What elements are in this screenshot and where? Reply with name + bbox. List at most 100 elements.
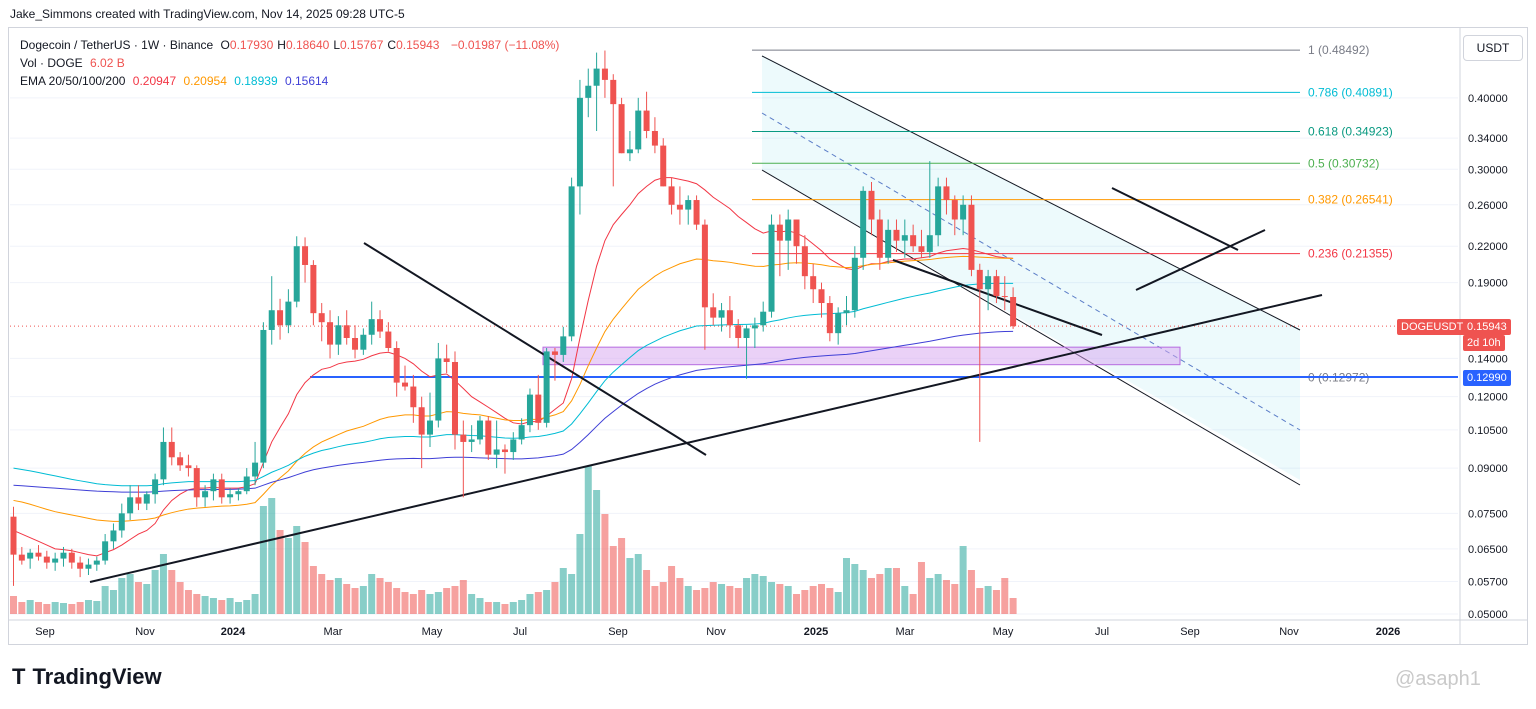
candle-body — [1010, 297, 1017, 327]
legend-ema100-value: 0.18939 — [234, 74, 278, 88]
volume-bar — [93, 601, 101, 614]
volume-bar — [509, 602, 517, 614]
candle-body — [152, 479, 159, 495]
volume-bar — [284, 538, 292, 614]
volume-bar — [576, 534, 584, 614]
volume-bar — [934, 574, 942, 614]
candle-body — [468, 439, 475, 442]
volume-bar — [159, 554, 167, 614]
candle-body — [352, 338, 359, 350]
candle-body — [368, 319, 375, 335]
candle-body — [943, 186, 950, 201]
candle-body — [60, 552, 67, 559]
candle-body — [410, 386, 417, 408]
candle-body — [643, 110, 650, 131]
candle-body — [393, 348, 400, 383]
candle-body — [935, 186, 942, 236]
fib-level-label: 1 (0.48492) — [1308, 43, 1369, 57]
volume-bar — [876, 574, 884, 614]
volume-bar — [151, 570, 159, 614]
x-tick-label: Nov — [135, 626, 155, 638]
candle-body — [285, 301, 292, 326]
candle-body — [160, 441, 167, 480]
volume-bar — [668, 566, 676, 614]
candle-body — [818, 289, 825, 304]
candle-body — [743, 328, 750, 339]
volume-bar — [926, 578, 934, 614]
candle-body — [560, 336, 567, 355]
currency-unit-button[interactable]: USDT — [1463, 35, 1523, 61]
candle-body — [535, 394, 542, 423]
candle-body — [735, 325, 742, 339]
volume-bar — [809, 586, 817, 614]
volume-bar — [34, 602, 42, 614]
y-tick-label: 0.05000 — [1468, 609, 1508, 621]
volume-bar — [384, 582, 392, 614]
y-tick-label: 0.34000 — [1468, 133, 1508, 145]
channel-lower-line — [761, 169, 1301, 486]
candle-body — [601, 68, 608, 80]
volume-bar — [709, 582, 717, 614]
y-tick-label: 0.40000 — [1468, 93, 1508, 105]
volume-bar — [559, 568, 567, 614]
volume-bar — [634, 554, 642, 614]
y-tick-label: 0.30000 — [1468, 164, 1508, 176]
candle-body — [52, 558, 59, 563]
volume-bar — [259, 506, 267, 614]
y-tick-label: 0.07500 — [1468, 508, 1508, 520]
legend-ohlc-key-o: O — [220, 38, 230, 52]
candle-body — [660, 145, 667, 187]
candle-body — [826, 303, 833, 334]
y-tick-label: 0.22000 — [1468, 241, 1508, 253]
candle-body — [618, 104, 625, 154]
volume-bar — [676, 578, 684, 614]
candle-body — [610, 79, 617, 105]
volume-bar — [334, 578, 342, 614]
legend-ema20-value: 0.20947 — [132, 74, 177, 88]
candle-body — [210, 479, 217, 492]
candle-body — [518, 425, 525, 440]
volume-bar — [526, 594, 534, 614]
legend-ohlc-value-o: 0.17930 — [229, 38, 274, 52]
volume-bar — [784, 586, 792, 614]
volume-bar — [201, 596, 209, 614]
x-tick-label: 2024 — [221, 626, 246, 638]
candle-body — [402, 382, 409, 387]
candle-body — [451, 361, 458, 435]
candle-body — [476, 420, 483, 440]
candle-body — [110, 530, 117, 542]
candle-body — [260, 329, 267, 463]
volume-bar — [209, 598, 217, 614]
volume-bar — [718, 584, 726, 614]
candle-body — [551, 351, 558, 355]
candle-body — [443, 358, 450, 362]
candle-body — [102, 541, 109, 561]
candle-body — [493, 449, 500, 455]
tradingview-logo[interactable]: T TradingView — [12, 664, 162, 690]
legend-volume-label: Vol · DOGE — [20, 56, 83, 70]
y-tick-label: 0.05700 — [1468, 576, 1508, 588]
x-tick-label: Sep — [35, 626, 55, 638]
candle-body — [118, 513, 125, 531]
candle-body — [718, 310, 725, 318]
legend-symbol: Dogecoin / TetherUS · 1W · Binance — [20, 38, 214, 52]
candle-body — [427, 420, 433, 435]
volume-bar — [326, 580, 334, 614]
tradingview-brand: TradingView — [32, 664, 162, 689]
candle-body — [951, 200, 958, 220]
countdown-tag: 2d 10h — [1463, 335, 1505, 351]
volume-bar — [534, 592, 542, 614]
candle-body — [901, 235, 908, 241]
candle-body — [68, 552, 75, 563]
volume-bar — [826, 588, 834, 614]
volume-bar — [51, 602, 59, 614]
volume-bar — [143, 584, 151, 614]
y-tick-label: 0.12000 — [1468, 392, 1508, 404]
trend-line — [892, 259, 1103, 336]
legend-ohlc-key-h: H — [277, 38, 286, 52]
volume-bar — [451, 586, 459, 614]
y-tick-label: 0.26000 — [1468, 200, 1508, 212]
volume-bar — [343, 584, 351, 614]
y-tick-label: 0.14000 — [1468, 353, 1508, 365]
